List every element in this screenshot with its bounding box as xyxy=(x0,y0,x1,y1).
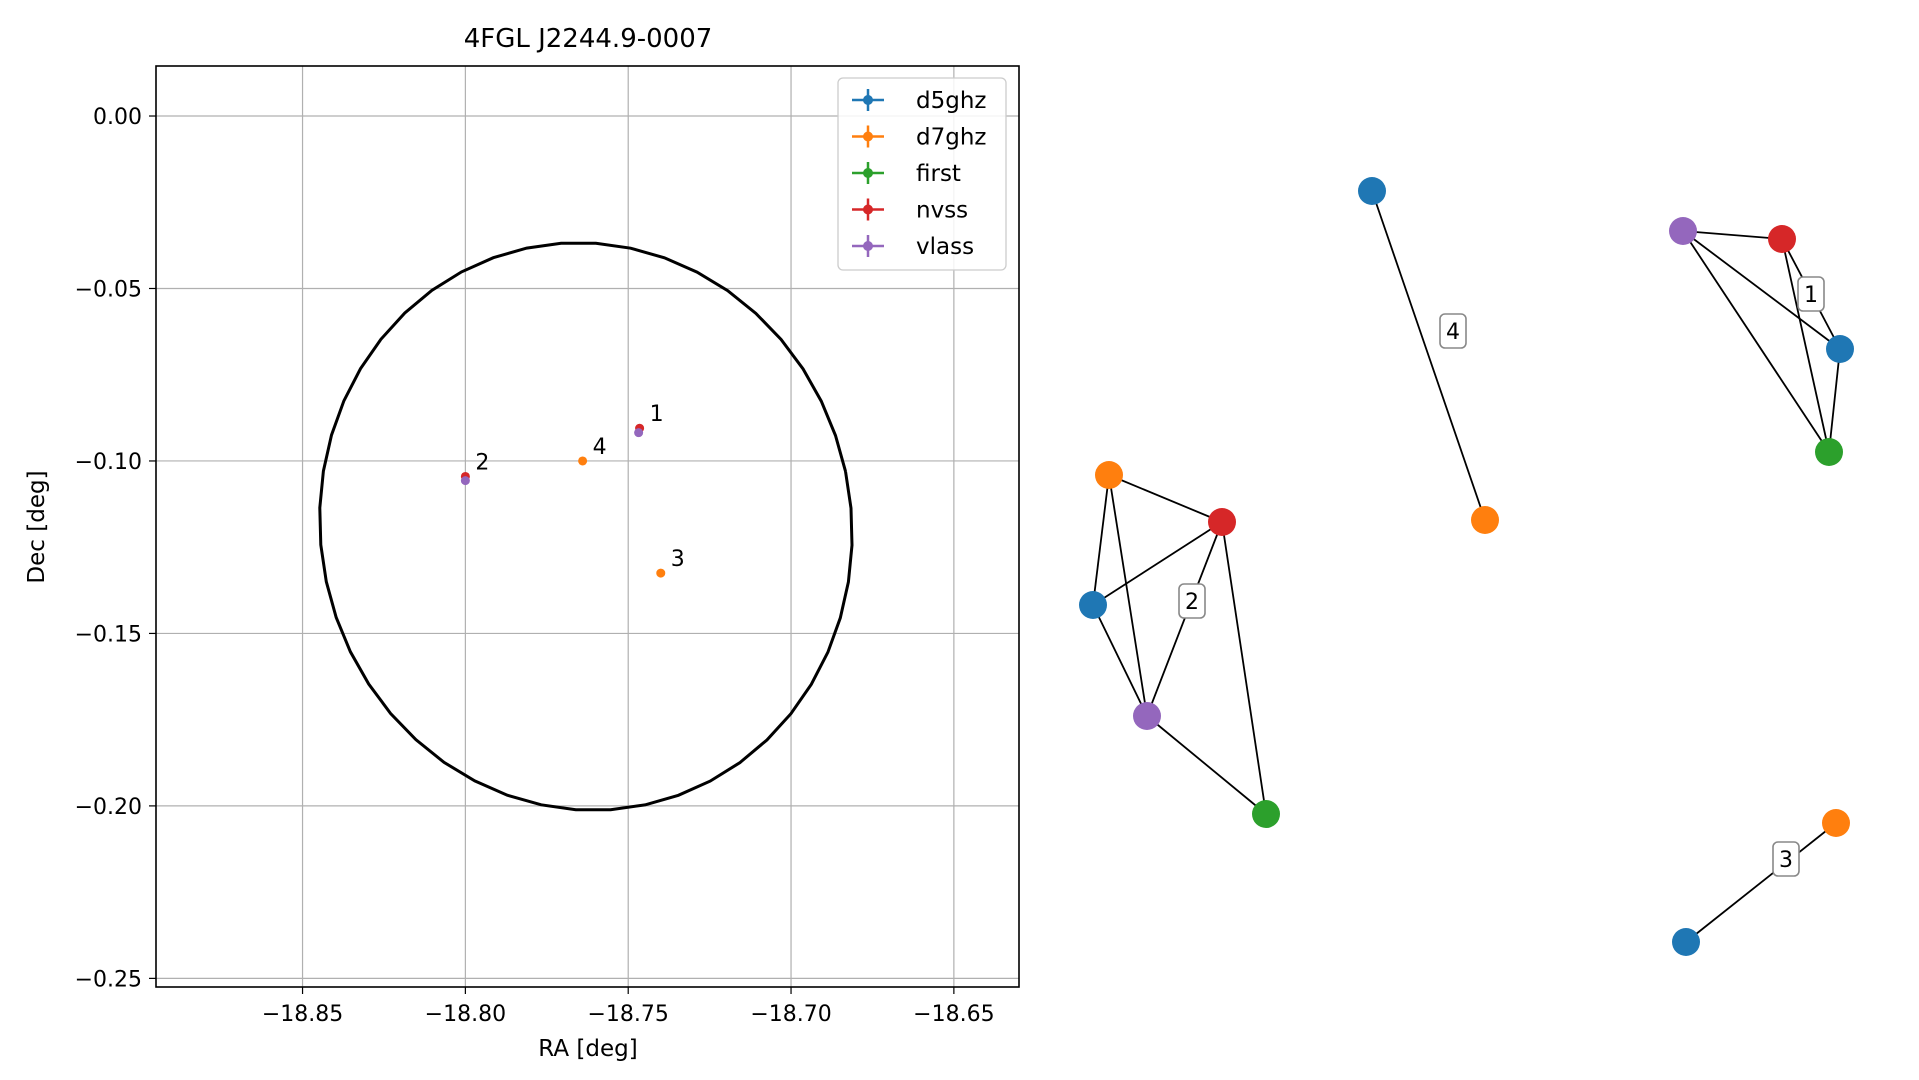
group-label-text: 2 xyxy=(1185,590,1199,615)
network-group-label: 2 xyxy=(1178,583,1206,619)
network-edge xyxy=(1682,230,1783,240)
network-group-4: 4 xyxy=(1358,177,1499,534)
network-node-d7ghz xyxy=(1471,506,1499,534)
point-label-3: 3 xyxy=(671,547,685,572)
network-edge xyxy=(1092,474,1110,606)
network-edge xyxy=(1092,604,1148,717)
network-group-2: 2 xyxy=(1079,461,1280,828)
x-tick-label: −18.80 xyxy=(425,1002,506,1027)
localization-ellipse xyxy=(318,241,854,812)
legend-marker-dot xyxy=(863,131,873,142)
network-group-3: 3 xyxy=(1672,809,1850,956)
legend-marker-dot xyxy=(863,168,873,178)
network-node-d5ghz xyxy=(1079,591,1107,619)
point-label-1: 1 xyxy=(650,402,664,427)
legend-marker-dot xyxy=(863,95,873,105)
network-group-label: 4 xyxy=(1439,313,1467,349)
network-node-first xyxy=(1252,800,1280,828)
network-node-d5ghz xyxy=(1358,177,1386,205)
plot-frame xyxy=(155,65,1020,988)
network-node-vlass xyxy=(1669,217,1697,245)
network-node-nvss xyxy=(1208,508,1236,536)
group-label-box xyxy=(1439,313,1467,349)
y-tick-label: −0.10 xyxy=(75,450,142,475)
network-node-d5ghz xyxy=(1826,335,1854,363)
x-tick-label: −18.75 xyxy=(587,1002,668,1027)
legend-item-d7ghz: d7ghz xyxy=(852,125,986,151)
legend-box xyxy=(837,77,1007,271)
network-edge xyxy=(1682,230,1841,350)
network-edge xyxy=(1146,715,1267,815)
point-d7ghz xyxy=(656,568,666,578)
legend-label: d7ghz xyxy=(916,125,986,151)
network-edge xyxy=(1685,822,1837,943)
point-label-2: 2 xyxy=(475,450,489,475)
legend-label: nvss xyxy=(916,198,968,224)
grid xyxy=(156,66,1019,987)
point-vlass xyxy=(460,476,470,486)
legend-item-vlass: vlass xyxy=(852,234,974,260)
network-group-1: 1 xyxy=(1669,217,1854,466)
y-tick-label: 0.00 xyxy=(93,105,142,130)
network-edge xyxy=(1092,521,1223,606)
group-label-box xyxy=(1178,583,1206,619)
y-tick-label: −0.05 xyxy=(75,277,142,302)
network-edge xyxy=(1682,230,1830,453)
network-node-d7ghz xyxy=(1822,809,1850,837)
group-label-text: 4 xyxy=(1446,320,1460,345)
group-label-box xyxy=(1772,841,1800,877)
chart-title: 4FGL J2244.9-0007 xyxy=(464,24,713,54)
network-node-nvss xyxy=(1768,225,1796,253)
network-edge xyxy=(1371,190,1486,521)
y-tick-label: −0.25 xyxy=(75,967,142,992)
network-edge xyxy=(1108,474,1148,717)
network-group-label: 3 xyxy=(1772,841,1800,877)
network-node-d5ghz xyxy=(1672,928,1700,956)
ellipse-outline xyxy=(318,241,854,812)
data-points xyxy=(460,423,666,578)
y-tick-label: −0.20 xyxy=(75,795,142,820)
legend-item-d5ghz: d5ghz xyxy=(852,88,986,114)
group-label-text: 1 xyxy=(1804,283,1818,308)
y-axis-label: Dec [deg] xyxy=(24,470,50,583)
legend-label: first xyxy=(916,161,961,187)
network-node-d7ghz xyxy=(1095,461,1123,489)
point-labels: 1 2 3 4 xyxy=(475,402,684,572)
group-label-text: 3 xyxy=(1779,848,1793,873)
network-group-label: 1 xyxy=(1797,276,1825,312)
legend-marker-dot xyxy=(863,241,873,251)
legend-label: vlass xyxy=(916,234,974,260)
point-label-4: 4 xyxy=(593,435,607,460)
network-edge xyxy=(1781,238,1830,453)
network-graph: 1 2 3 4 xyxy=(1079,177,1854,956)
point-vlass xyxy=(634,428,644,438)
y-tick-label: −0.15 xyxy=(75,622,142,647)
network-edge xyxy=(1146,521,1223,717)
network-node-vlass xyxy=(1133,702,1161,730)
legend: d5ghz d7ghz first nvss vlass xyxy=(837,77,1007,271)
group-label-box xyxy=(1797,276,1825,312)
legend-item-first: first xyxy=(852,161,961,187)
legend-label: d5ghz xyxy=(916,88,986,114)
network-edge xyxy=(1108,474,1223,523)
network-edge xyxy=(1221,521,1267,815)
x-axis-ticks: −18.85 −18.80 −18.75 −18.70 −18.65 xyxy=(262,987,995,1027)
x-tick-label: −18.85 xyxy=(262,1002,343,1027)
x-tick-label: −18.70 xyxy=(750,1002,831,1027)
network-edge xyxy=(1828,348,1841,453)
x-axis-label: RA [deg] xyxy=(538,1036,637,1062)
point-d7ghz xyxy=(578,456,588,466)
network-node-first xyxy=(1815,438,1843,466)
y-axis-ticks: 0.00 −0.05 −0.10 −0.15 −0.20 −0.25 xyxy=(75,105,156,992)
legend-item-nvss: nvss xyxy=(852,198,968,224)
x-tick-label: −18.65 xyxy=(913,1002,994,1027)
legend-marker-dot xyxy=(863,204,873,215)
